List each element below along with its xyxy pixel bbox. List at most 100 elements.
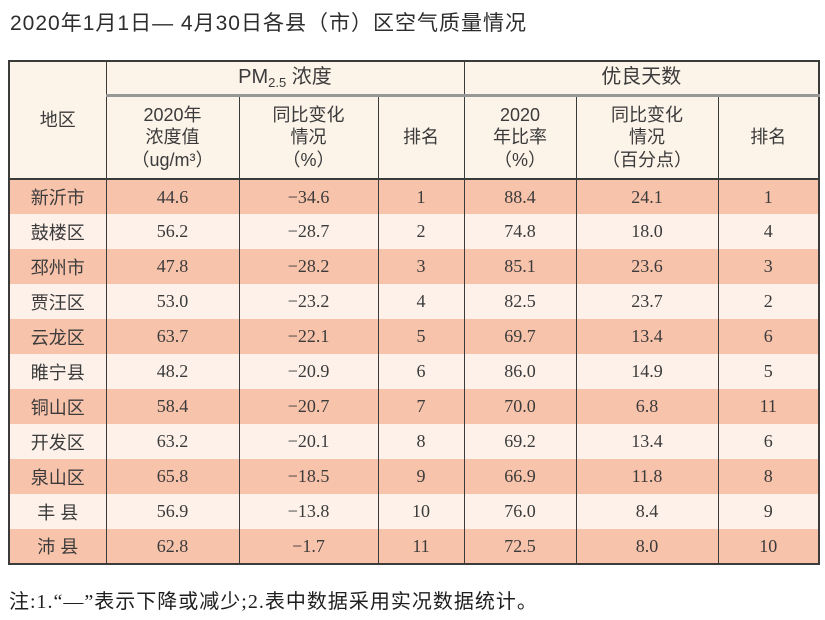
page-title: 2020年1月1日— 4月30日各县（市）区空气质量情况 [10,12,527,35]
good-change-cell: 8.0 [575,529,718,564]
good-ratio-cell: 88.4 [463,179,576,214]
region-cell: 邳州市 [8,249,106,284]
good-change-cell: 23.6 [575,249,718,284]
pm-rank-cell: 10 [377,494,464,529]
pm-change-cell: −28.2 [238,249,378,284]
pm-change-cell: −13.8 [238,494,378,529]
pm-rank-cell: 2 [377,214,464,249]
header-group-row: 地区 PM2.5 浓度 优良天数 [8,61,820,180]
table-row: 邳州市 47.8 −28.2 3 85.1 23.6 3 [8,249,820,284]
pm-value-cell: 65.8 [105,459,239,494]
good-change-cell: 8.4 [575,494,718,529]
pm-change-cell: −28.7 [238,214,378,249]
good-change-cell: 18.0 [575,214,718,249]
pm-value-cell: 53.0 [105,284,239,319]
table-row: 铜山区 58.4 −20.7 7 70.0 6.8 11 [8,389,820,424]
region-cell: 云龙区 [8,319,106,354]
header-good-rank: 排名 [717,95,820,180]
pm-change-cell: −1.7 [238,529,378,564]
table-row: 睢宁县 48.2 −20.9 6 86.0 14.9 5 [8,354,820,389]
good-change-cell: 24.1 [575,179,718,214]
table-row: 贾汪区 53.0 −23.2 4 82.5 23.7 2 [8,284,820,319]
pm-rank-cell: 4 [377,284,464,319]
pm-value-cell: 63.7 [105,319,239,354]
good-change-cell: 11.8 [575,459,718,494]
good-ratio-cell: 69.7 [463,319,576,354]
good-ratio-cell: 70.0 [463,389,576,424]
pm-rank-cell: 7 [377,389,464,424]
good-ratio-cell: 74.8 [463,214,576,249]
header-good-change: 同比变化 情况 （百分点） [575,95,718,180]
pm-change-cell: −20.7 [238,389,378,424]
region-cell: 丰 县 [8,494,106,529]
pm-change-cell: −20.9 [238,354,378,389]
pm-rank-cell: 8 [377,424,464,459]
pm-rank-cell: 11 [377,529,464,564]
header-pm-change: 同比变化 情况 （%） [238,95,378,180]
pm-rank-cell: 1 [377,179,464,214]
region-cell: 睢宁县 [8,354,106,389]
good-rank-cell: 10 [717,529,820,564]
pm-value-cell: 48.2 [105,354,239,389]
pm-value-cell: 58.4 [105,389,239,424]
header-sub-row: 2020年 浓度值 （ug/m³） 同比变化 情况 （%） 排名 2020 年比… [9,95,820,180]
pm-value-cell: 62.8 [105,529,239,564]
pm-change-cell: −18.5 [238,459,378,494]
table-row: 开发区 63.2 −20.1 8 69.2 13.4 6 [8,424,820,459]
air-quality-table: 地区 PM2.5 浓度 优良天数 2020年 浓度值 （ug/m³） 同比变化 … [8,60,821,565]
pm-rank-cell: 9 [377,459,464,494]
table-row: 泉山区 65.8 −18.5 9 66.9 11.8 8 [8,459,820,494]
region-cell: 铜山区 [8,389,106,424]
region-cell: 鼓楼区 [8,214,106,249]
pm-rank-cell: 5 [377,319,464,354]
good-rank-cell: 11 [717,389,820,424]
region-cell: 贾汪区 [8,284,106,319]
pm-change-cell: −22.1 [238,319,378,354]
table-row: 云龙区 63.7 −22.1 5 69.7 13.4 6 [8,319,820,354]
good-ratio-cell: 66.9 [463,459,576,494]
good-rank-cell: 3 [717,249,820,284]
good-rank-cell: 8 [717,459,820,494]
good-rank-cell: 9 [717,494,820,529]
table-body: 新沂市 44.6 −34.6 1 88.4 24.1 1 鼓楼区 56.2 −2… [8,179,820,564]
good-rank-cell: 5 [717,354,820,389]
pm-rank-cell: 3 [377,249,464,284]
pm-label-suffix: 浓度 [286,65,332,88]
header-good-days-group: 优良天数 [463,61,820,97]
good-change-cell: 13.4 [575,424,718,459]
good-rank-cell: 6 [717,319,820,354]
good-change-cell: 14.9 [575,354,718,389]
header-region: 地区 [8,61,106,180]
good-rank-cell: 6 [717,424,820,459]
good-rank-cell: 4 [717,214,820,249]
header-pm-group: PM2.5 浓度 [105,61,464,97]
good-change-cell: 13.4 [575,319,718,354]
pm-value-cell: 44.6 [105,179,239,214]
region-cell: 开发区 [8,424,106,459]
region-cell: 泉山区 [8,459,106,494]
pm-value-cell: 56.9 [105,494,239,529]
good-ratio-cell: 82.5 [463,284,576,319]
table-header: 地区 PM2.5 浓度 优良天数 2020年 浓度值 （ug/m³） 同比变化 … [8,61,820,180]
header-pm-value: 2020年 浓度值 （ug/m³） [105,95,239,180]
region-cell: 沛 县 [8,529,106,564]
pm-label-subscript: 2.5 [268,74,287,90]
good-ratio-cell: 69.2 [463,424,576,459]
header-pm-rank: 排名 [377,95,464,180]
table-row: 沛 县 62.8 −1.7 11 72.5 8.0 10 [8,529,820,564]
pm-value-cell: 47.8 [105,249,239,284]
pm-change-cell: −20.1 [238,424,378,459]
good-ratio-cell: 85.1 [463,249,576,284]
good-rank-cell: 1 [717,179,820,214]
table-row: 丰 县 56.9 −13.8 10 76.0 8.4 9 [8,494,820,529]
header-good-ratio: 2020 年比率 （%） [463,95,576,180]
pm-value-cell: 56.2 [105,214,239,249]
table-row: 鼓楼区 56.2 −28.7 2 74.8 18.0 4 [8,214,820,249]
good-ratio-cell: 76.0 [463,494,576,529]
pm-change-cell: −23.2 [238,284,378,319]
pm-change-cell: −34.6 [238,179,378,214]
pm-value-cell: 63.2 [105,424,239,459]
good-rank-cell: 2 [717,284,820,319]
good-change-cell: 23.7 [575,284,718,319]
